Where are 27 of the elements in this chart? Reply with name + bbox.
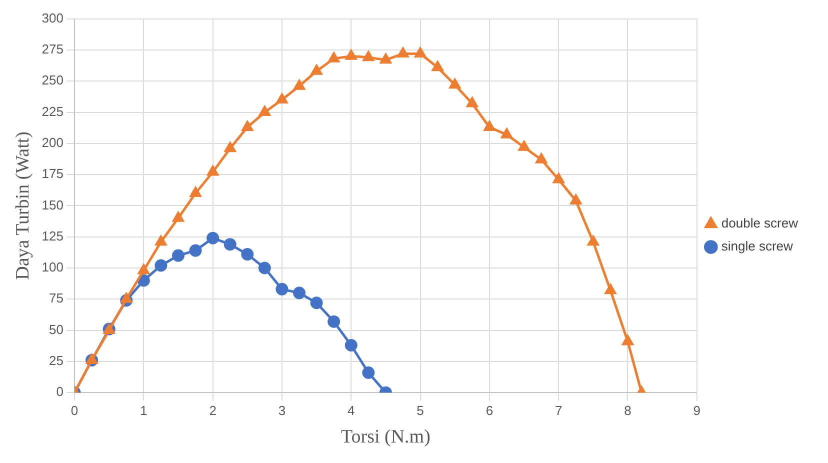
x-axis-title: Torsi (N.m)	[340, 426, 430, 448]
x-tick-label: 6	[486, 402, 494, 418]
y-tick-label: 200	[42, 134, 64, 150]
y-tick-label: 300	[42, 10, 64, 26]
y-tick-label: 50	[49, 322, 64, 337]
y-tick-label: 225	[42, 104, 64, 119]
x-tick-label: 3	[278, 402, 286, 418]
y-tick-label: 250	[42, 72, 64, 88]
legend-label: single screw	[721, 238, 794, 254]
y-tick-label: 275	[42, 42, 64, 57]
y-tick-label: 150	[42, 197, 64, 212]
y-tick-label: 25	[49, 353, 64, 368]
x-tick-label: 7	[554, 402, 562, 418]
x-tick-label: 0	[70, 402, 78, 418]
y-axis-title: Daya Turbin (Watt)	[12, 132, 34, 280]
x-tick-label: 4	[348, 402, 355, 418]
y-tick-label: 175	[42, 166, 64, 182]
x-tick-label: 2	[209, 402, 216, 418]
x-tick-label: 9	[693, 402, 701, 418]
x-tick-label: 1	[140, 402, 148, 418]
x-tick-label: 8	[624, 402, 632, 418]
y-tick-label: 75	[49, 290, 64, 306]
y-tick-label: 125	[42, 228, 64, 244]
y-tick-label: 100	[42, 260, 64, 275]
legend-label: double screw	[721, 216, 799, 231]
x-tick-label: 5	[416, 402, 424, 418]
y-tick-label: 0	[56, 384, 64, 400]
